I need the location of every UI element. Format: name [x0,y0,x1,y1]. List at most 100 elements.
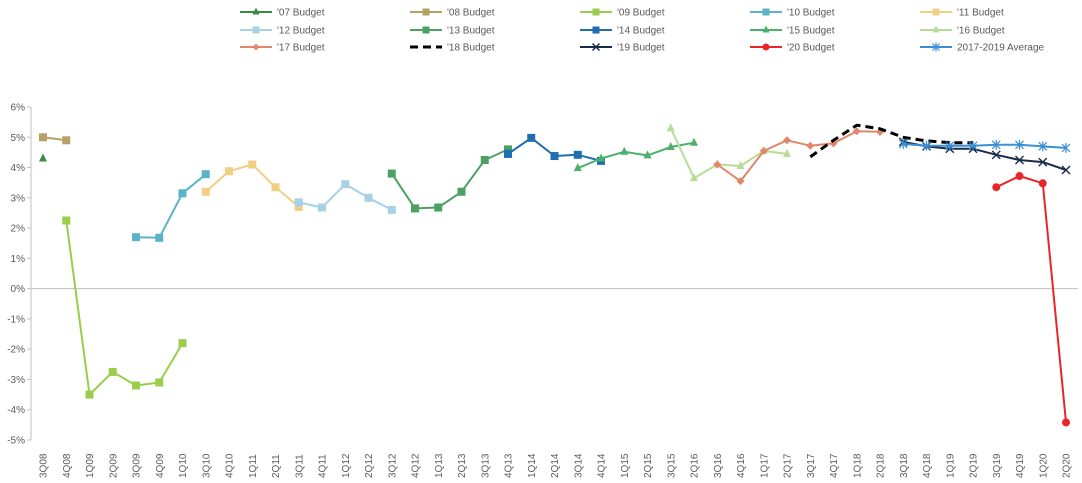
data-point [783,148,791,157]
legend-swatch-marker [762,43,770,51]
data-point [1038,157,1048,167]
x-marker-stroke [592,43,600,51]
legend-item: '13 Budget [410,26,495,37]
x-marker-stroke [991,150,1001,160]
legend-swatch-marker [252,7,260,15]
series-18-budget [809,123,973,159]
data-point [643,150,652,159]
series-line [809,123,973,159]
legend-label: '15 Budget [787,26,835,37]
legend-label: '07 Budget [277,8,325,19]
data-point [1015,139,1024,150]
data-point [666,123,675,132]
series-line [205,163,300,208]
x-tick-label: 4Q19 [1015,453,1026,478]
legend-label: '11 Budget [957,8,1004,19]
data-point [294,202,303,211]
data-point [690,137,698,146]
x-marker-stroke [1038,157,1048,167]
legend-label: 2017-2019 Average [957,43,1045,54]
legend-swatch-marker [422,8,430,16]
y-tick-label: 4% [11,163,26,174]
x-tick-label: 1Q20 [1038,453,1049,478]
legend-label: '17 Budget [277,43,325,54]
series-line [903,142,1067,149]
data-point [1015,172,1024,181]
series-line [135,173,207,239]
x-tick-label: 4Q16 [736,453,747,478]
legend-swatch-marker [762,25,770,33]
data-point [945,140,955,151]
x-tick-label: 2Q13 [457,453,468,478]
legend-swatch-marker [592,26,600,34]
x-tick-label: 1Q10 [178,453,189,478]
x-tick-label: 4Q09 [155,453,166,478]
data-point [364,193,373,202]
data-point [178,339,187,348]
data-point [550,152,559,161]
y-tick-label: 5% [11,133,26,144]
legend-item: '11 Budget [920,8,1004,19]
series-07-budget [39,153,47,162]
data-point [387,205,396,214]
data-point [922,140,931,151]
x-tick-label: 4Q08 [62,453,73,478]
legend-label: '14 Budget [617,26,665,37]
data-point [155,378,164,387]
data-point [991,139,1001,150]
data-point [85,390,94,399]
x-tick-label: 3Q19 [992,453,1003,478]
series-17-budget [713,127,884,186]
x-tick-label: 4Q11 [318,454,329,478]
legend-swatch-marker [422,26,430,34]
series-13-budget [387,145,512,213]
data-point [62,136,71,145]
data-point [39,153,47,162]
legend-label: '10 Budget [787,8,835,19]
series-12-budget [294,180,396,214]
data-point [225,167,233,176]
series-line [716,130,881,183]
series-19-budget [898,137,1071,175]
data-point [736,161,745,170]
series-10-budget [132,170,210,242]
chart-axes: -5% -4% -3% -2% -1% 0% 1% 2% 3% 4% 5% 6% 3Q08 4Q08 1Q0… [7,103,1078,478]
data-point [713,160,722,169]
data-point [132,233,140,242]
x-tick-label: 1Q12 [341,453,352,478]
legend-item: 2017-2019 Average [920,42,1045,54]
series-line [577,141,695,170]
legend-swatch-marker [932,25,940,33]
legend-item: '20 Budget [750,43,835,54]
data-point [480,155,489,164]
legend-item: '12 Budget [240,26,325,37]
x-marker-stroke [1061,165,1071,175]
data-point [434,203,443,212]
data-point [201,187,210,196]
data-point [178,189,187,198]
legend-swatch-marker [252,43,260,51]
data-point [387,169,396,178]
data-point [852,127,861,136]
legend-label: '20 Budget [787,43,835,54]
series-11-budget [201,160,303,211]
data-point [527,133,536,142]
x-tick-label: 2Q19 [969,453,980,478]
legend-item: '16 Budget [920,25,1005,37]
data-point [62,216,71,225]
data-point [504,145,512,154]
legend-swatch-marker [762,8,770,16]
legend-item: '07 Budget [240,7,325,19]
y-tick-label: -1% [7,314,25,325]
y-tick-label: 3% [11,193,26,204]
x-tick-label: 1Q15 [620,453,631,478]
data-point [39,133,47,142]
x-tick-label: 1Q17 [759,453,770,478]
x-tick-label: 2Q17 [783,453,794,478]
x-tick-label: 4Q18 [922,453,933,478]
series-15-budget [573,137,698,172]
x-tick-label: 4Q13 [504,453,515,478]
data-point [341,180,350,189]
data-point [1038,179,1047,188]
data-point [573,163,582,172]
